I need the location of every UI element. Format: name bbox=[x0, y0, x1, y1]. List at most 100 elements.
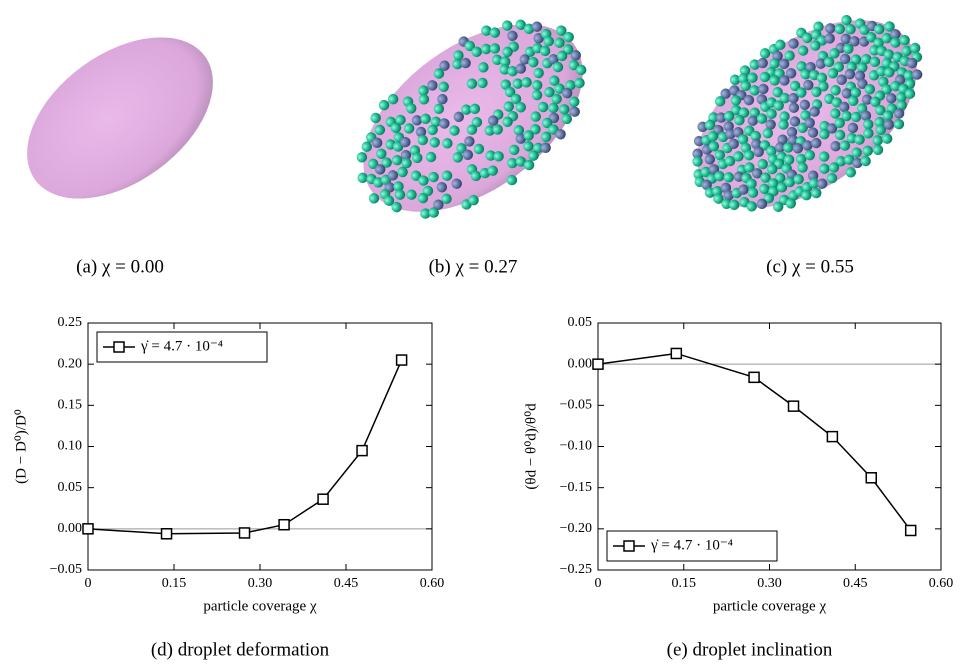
particle bbox=[562, 44, 574, 55]
particle bbox=[716, 112, 727, 123]
particle bbox=[427, 80, 438, 91]
particle bbox=[470, 170, 482, 182]
y-tick-label: 0.05 bbox=[58, 480, 83, 495]
particle bbox=[723, 172, 734, 183]
particle bbox=[818, 151, 830, 162]
particle bbox=[831, 97, 843, 108]
particle bbox=[845, 167, 857, 178]
particle bbox=[513, 125, 525, 136]
particle bbox=[779, 111, 790, 122]
plot-frame bbox=[597, 322, 942, 571]
particle bbox=[523, 130, 534, 141]
particle bbox=[576, 64, 587, 76]
particle bbox=[836, 74, 847, 85]
particle bbox=[532, 142, 544, 154]
particle bbox=[374, 124, 386, 136]
particle bbox=[530, 111, 541, 122]
particle bbox=[803, 79, 814, 91]
particle bbox=[714, 149, 726, 161]
x-tick-label: 0.15 bbox=[672, 576, 697, 591]
marker bbox=[82, 523, 94, 535]
particle bbox=[548, 54, 559, 65]
particle bbox=[387, 170, 399, 181]
particle bbox=[784, 176, 795, 188]
marker bbox=[395, 354, 408, 366]
particle bbox=[356, 152, 368, 163]
particle bbox=[788, 102, 800, 113]
particle bbox=[523, 159, 535, 171]
particle bbox=[747, 115, 758, 126]
x-tick-label: 0.30 bbox=[248, 576, 273, 591]
particle bbox=[756, 198, 768, 210]
particle bbox=[783, 142, 794, 153]
particle bbox=[828, 162, 840, 173]
legend-marker bbox=[113, 341, 125, 353]
particle bbox=[864, 84, 876, 95]
particle bbox=[551, 93, 562, 105]
particle bbox=[850, 111, 862, 123]
particle bbox=[787, 134, 799, 146]
particle bbox=[506, 174, 518, 186]
marker bbox=[356, 444, 368, 457]
marker bbox=[787, 400, 800, 412]
particle bbox=[890, 29, 901, 40]
particle bbox=[554, 83, 565, 94]
particle bbox=[809, 177, 820, 189]
particle bbox=[881, 133, 893, 144]
particle bbox=[704, 154, 716, 165]
particle bbox=[541, 117, 553, 129]
particle bbox=[824, 33, 835, 44]
particle bbox=[746, 201, 757, 212]
particle bbox=[515, 156, 527, 167]
particle bbox=[747, 72, 758, 83]
particle bbox=[502, 116, 513, 128]
particle bbox=[815, 58, 826, 69]
particle bbox=[796, 61, 807, 72]
particle bbox=[792, 143, 804, 154]
particle bbox=[760, 172, 771, 183]
particle bbox=[480, 43, 492, 55]
particle bbox=[804, 149, 815, 161]
particle bbox=[537, 101, 549, 113]
particle bbox=[744, 162, 755, 173]
particle bbox=[813, 21, 824, 32]
particle bbox=[531, 21, 543, 32]
particle bbox=[861, 94, 873, 105]
particle bbox=[875, 104, 886, 116]
particle bbox=[441, 193, 452, 204]
particle bbox=[713, 193, 724, 204]
particle bbox=[531, 89, 543, 101]
particle bbox=[768, 178, 779, 189]
particle bbox=[749, 107, 760, 118]
marker bbox=[865, 472, 878, 484]
particle bbox=[886, 93, 897, 104]
particle bbox=[515, 102, 527, 113]
particle bbox=[400, 136, 411, 148]
particle bbox=[772, 86, 783, 98]
particle bbox=[700, 166, 712, 178]
particle bbox=[523, 141, 534, 152]
particle bbox=[881, 32, 892, 44]
particle bbox=[552, 61, 564, 73]
particle bbox=[775, 172, 786, 184]
y-tick-label: 0.00 bbox=[58, 521, 83, 536]
particle bbox=[757, 57, 768, 69]
particle bbox=[471, 116, 483, 128]
y-tick-label: 0.20 bbox=[58, 356, 83, 371]
particle bbox=[776, 182, 788, 193]
particle bbox=[801, 189, 812, 201]
particle bbox=[893, 118, 905, 130]
particle bbox=[762, 128, 774, 139]
particle bbox=[869, 56, 881, 67]
particle bbox=[473, 143, 485, 155]
particle bbox=[728, 199, 740, 211]
panel-caption: (c) χ = 0.55 bbox=[766, 256, 854, 277]
particle bbox=[441, 170, 453, 181]
particle bbox=[442, 138, 453, 149]
particle bbox=[499, 56, 511, 67]
particle bbox=[796, 87, 807, 98]
particle bbox=[730, 104, 742, 116]
particle bbox=[740, 80, 751, 92]
particle bbox=[393, 181, 404, 192]
